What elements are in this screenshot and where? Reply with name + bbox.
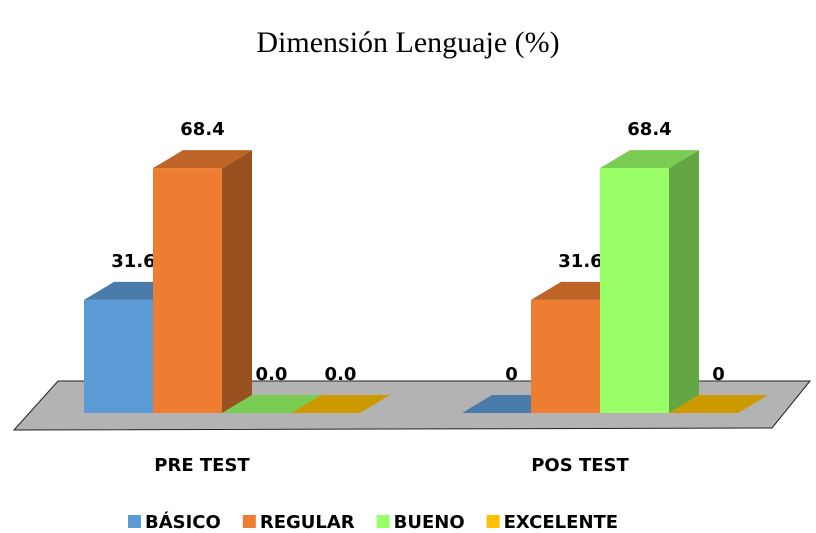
legend-label: EXCELENTE <box>504 512 618 533</box>
legend-label: BÁSICO <box>145 511 221 533</box>
legend-swatch <box>242 515 256 528</box>
data-label: 68.4 <box>180 119 224 140</box>
legend-label: BUENO <box>394 512 465 533</box>
x-tick-label: POS TEST <box>531 455 629 476</box>
bar-top <box>222 395 321 413</box>
bar-side <box>669 150 699 414</box>
data-label: 31.6 <box>111 251 155 272</box>
x-tick-label: PRE TEST <box>154 455 250 476</box>
data-label: 0.0 <box>325 364 357 385</box>
data-label: 68.4 <box>627 119 671 140</box>
bar <box>600 168 669 413</box>
legend-swatch <box>376 515 390 528</box>
bar-top <box>600 150 699 169</box>
legend-label: REGULAR <box>260 512 355 533</box>
bar-top <box>153 150 252 169</box>
data-label: 0 <box>712 364 725 385</box>
data-label: 31.6 <box>558 251 602 272</box>
legend-swatch <box>486 515 500 528</box>
bar-top <box>669 395 768 413</box>
bar-side <box>222 150 252 414</box>
bar <box>84 299 153 413</box>
data-label: 0 <box>505 364 518 385</box>
legend-swatch <box>128 515 141 528</box>
data-label: 0.0 <box>256 364 288 385</box>
bar-top <box>291 395 390 413</box>
chart-title: Dimensión Lenguaje (%) <box>256 26 559 59</box>
bar <box>153 168 222 413</box>
bar <box>531 299 600 413</box>
